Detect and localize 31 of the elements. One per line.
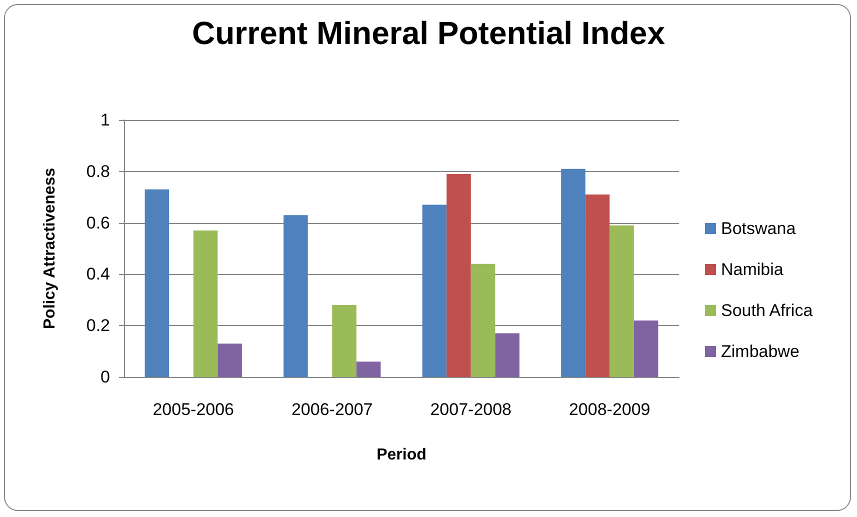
y-tick-label: 0.8 bbox=[86, 162, 110, 181]
x-axis-title: Period bbox=[376, 446, 426, 464]
bar bbox=[356, 362, 381, 377]
y-tick-label: 0.2 bbox=[86, 316, 110, 336]
y-tick-label: 0.4 bbox=[86, 264, 110, 284]
legend-label: Namibia bbox=[721, 260, 784, 279]
bar bbox=[495, 333, 520, 377]
bar bbox=[470, 264, 496, 377]
x-tick-label: 2006-2007 bbox=[291, 400, 373, 419]
legend-label: South Africa bbox=[721, 301, 814, 320]
y-tick-label: 1 bbox=[100, 110, 110, 130]
bar bbox=[561, 168, 586, 377]
x-tick-label: 2007-2008 bbox=[430, 400, 512, 419]
y-tick-label: 0.6 bbox=[86, 213, 110, 232]
legend-label: Zimbabwe bbox=[721, 342, 800, 361]
bar bbox=[218, 344, 242, 377]
bar bbox=[332, 305, 356, 377]
bar bbox=[610, 225, 634, 377]
y-axis-title: Policy Attractiveness bbox=[42, 168, 58, 330]
x-tick-label: 2005-2006 bbox=[152, 400, 234, 419]
y-tick-label: 0 bbox=[100, 368, 110, 386]
bar bbox=[144, 189, 170, 377]
bar bbox=[284, 215, 308, 377]
bar bbox=[585, 194, 610, 377]
legend-label: Botswana bbox=[721, 219, 796, 238]
x-tick-label: 2008-2009 bbox=[568, 400, 650, 419]
bar bbox=[446, 174, 471, 377]
bar bbox=[634, 320, 658, 377]
bar bbox=[193, 230, 218, 377]
bar bbox=[422, 204, 447, 377]
chart-title: Current Mineral Potential Index bbox=[192, 15, 666, 51]
